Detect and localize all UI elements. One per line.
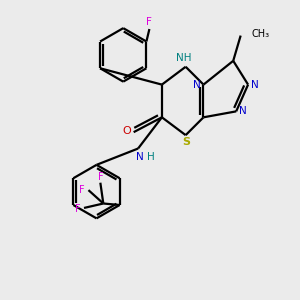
- Text: H: H: [147, 152, 154, 162]
- Text: N: N: [193, 80, 201, 90]
- Text: F: F: [146, 17, 152, 27]
- Text: S: S: [182, 137, 190, 147]
- Text: F: F: [75, 204, 80, 214]
- Text: NH: NH: [176, 53, 192, 64]
- Text: N: N: [239, 106, 247, 116]
- Text: N: N: [251, 80, 259, 90]
- Text: O: O: [123, 126, 131, 136]
- Text: F: F: [98, 172, 104, 182]
- Text: N: N: [136, 152, 143, 162]
- Text: F: F: [79, 184, 85, 194]
- Text: CH₃: CH₃: [251, 29, 269, 39]
